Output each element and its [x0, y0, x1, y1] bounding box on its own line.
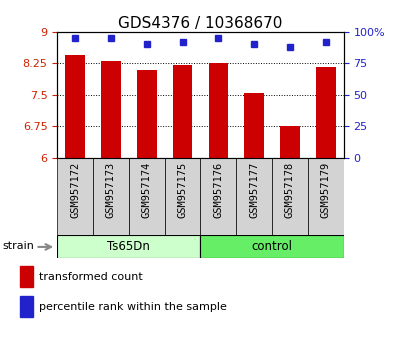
Bar — [316, 68, 336, 158]
Bar — [173, 65, 192, 158]
Text: GSM957179: GSM957179 — [321, 161, 331, 218]
Text: GSM957175: GSM957175 — [178, 161, 188, 218]
Bar — [245, 93, 264, 158]
Bar — [280, 126, 300, 158]
Bar — [93, 158, 129, 235]
Text: transformed count: transformed count — [39, 272, 143, 282]
Text: control: control — [252, 240, 293, 253]
Bar — [129, 158, 165, 235]
Bar — [201, 235, 344, 258]
Text: GSM957177: GSM957177 — [249, 161, 259, 218]
Bar — [20, 296, 33, 317]
Bar — [101, 61, 121, 158]
Text: GSM957174: GSM957174 — [142, 161, 152, 218]
Bar — [65, 55, 85, 158]
Bar — [209, 63, 228, 158]
Bar — [236, 158, 272, 235]
Text: GSM957172: GSM957172 — [70, 161, 80, 218]
Text: GSM957176: GSM957176 — [213, 161, 223, 218]
Text: GSM957173: GSM957173 — [106, 161, 116, 218]
Title: GDS4376 / 10368670: GDS4376 / 10368670 — [118, 16, 283, 31]
Bar — [308, 158, 344, 235]
Bar — [137, 70, 156, 158]
Text: percentile rank within the sample: percentile rank within the sample — [39, 302, 227, 312]
Bar — [272, 158, 308, 235]
Bar — [165, 158, 201, 235]
Text: strain: strain — [3, 241, 35, 251]
Text: GSM957178: GSM957178 — [285, 161, 295, 218]
Bar — [20, 266, 33, 287]
Bar — [57, 158, 93, 235]
Bar — [57, 235, 201, 258]
Text: Ts65Dn: Ts65Dn — [107, 240, 150, 253]
Bar — [201, 158, 236, 235]
